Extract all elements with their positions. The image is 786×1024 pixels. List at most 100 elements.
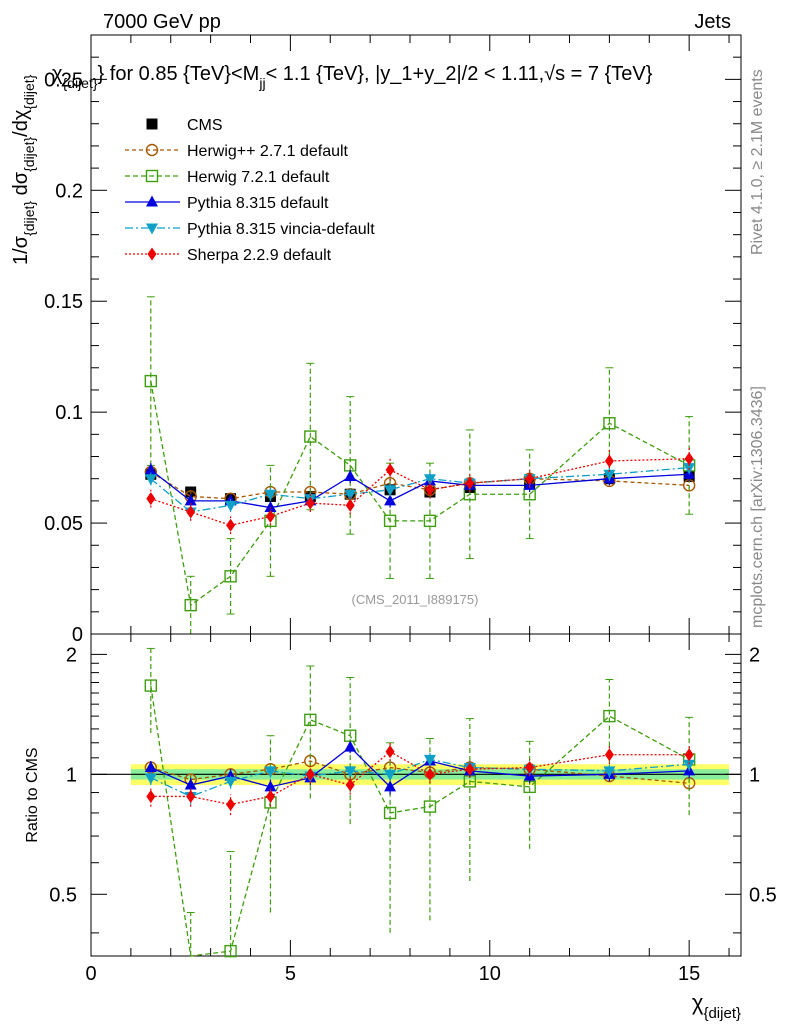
ratio-data-point	[144, 679, 158, 692]
ratio-data-point	[423, 800, 437, 813]
ratio-series-line	[150, 760, 690, 784]
ratio-data-point	[385, 745, 395, 759]
legend-item: Sherpa 2.2.9 default	[125, 247, 332, 264]
ratio-data-point	[383, 806, 397, 820]
legend-label: Pythia 8.315 default	[187, 195, 329, 212]
side-label-mcplots: mcplots.cern.ch [arXiv:1306.3436]	[749, 386, 766, 628]
data-point	[603, 469, 616, 481]
ylabel-part-c: /dχ	[10, 109, 32, 137]
xlabel-symbol: χ	[692, 990, 704, 1015]
ratio-data-point	[683, 759, 696, 771]
ratio-series-layer	[144, 647, 696, 958]
plot-title-symbol: χ	[52, 63, 63, 85]
ratio-axis-ticks: 0.5 0.5 1 1 2 2 0 5 10 15	[49, 634, 777, 985]
data-point	[265, 509, 275, 523]
ratio-y-tick-label-right: 0.5	[749, 884, 777, 906]
main-y-axis-label: 1/σ{dijet} dσ{dijet}/dχ{dijet}	[10, 74, 37, 265]
ratio-y-tick-label-right: 2	[749, 644, 760, 666]
data-point	[684, 452, 694, 466]
data-point	[224, 570, 237, 583]
main-y-tick-label: 0.2	[55, 180, 83, 202]
ratio-data-point	[186, 789, 196, 803]
ratio-plot-frame	[90, 633, 742, 957]
data-point	[186, 505, 196, 519]
legend-marker	[146, 118, 158, 130]
ratio-y-axis-label: Ratio to CMS	[24, 747, 41, 842]
ylabel-sub-3: {dijet}	[21, 74, 37, 109]
series-5	[146, 447, 694, 535]
ratio-data-point	[603, 709, 616, 723]
data-point	[525, 472, 535, 486]
series-line	[150, 380, 690, 607]
data-point	[344, 489, 357, 501]
legend-marker	[147, 247, 157, 261]
ratio-series-line	[150, 758, 690, 798]
legend-label: Herwig++ 2.7.1 default	[187, 143, 349, 160]
ratio-data-point	[305, 767, 315, 781]
series-2	[144, 296, 696, 634]
legend-marker	[145, 169, 159, 183]
ratio-data-point	[465, 762, 475, 776]
x-tick-label: 5	[285, 963, 296, 985]
legend-marker	[146, 223, 158, 235]
data-point	[224, 500, 237, 512]
data-point	[604, 454, 614, 468]
analysis-watermark: (CMS_2011_I889175)	[352, 592, 479, 607]
data-point	[144, 463, 157, 475]
main-y-tick-label: 0	[72, 624, 83, 646]
ylabel-part-a: 1/σ	[10, 235, 32, 265]
data-point	[226, 518, 236, 532]
legend-item: Herwig 7.2.1 default	[125, 169, 330, 186]
ratio-data-point	[264, 780, 277, 792]
data-point	[344, 469, 357, 481]
data-point	[264, 501, 277, 513]
x-tick-label: 15	[678, 963, 700, 985]
legend-label: Pythia 8.315 vincia-default	[187, 221, 375, 238]
series-4	[144, 460, 696, 519]
ratio-y-tick-label: 2	[66, 644, 77, 666]
legend-label: CMS	[187, 117, 223, 134]
data-point	[305, 496, 315, 510]
ratio-data-point	[384, 769, 397, 781]
data-point	[603, 417, 616, 430]
ratio-y-tick-label: 0.5	[49, 884, 77, 906]
data-point	[345, 498, 355, 512]
data-point	[423, 474, 436, 486]
data-point	[423, 514, 437, 528]
ratio-y-tick-label: 1	[66, 764, 77, 786]
legend: CMS Herwig++ 2.7.1 default Herwig 7.2.1 de…	[125, 117, 375, 264]
data-point	[184, 494, 197, 506]
data-point	[144, 374, 158, 388]
ratio-series-line	[150, 685, 690, 957]
plot-title-sub2: jj	[258, 75, 265, 91]
legend-marker	[146, 195, 158, 207]
main-axis-ticks: 0 0.05 0.1 0.15 0.2 0.25	[44, 34, 741, 646]
legend-label: Herwig 7.2.1 default	[187, 169, 330, 186]
header-left: 7000 GeV pp	[103, 11, 221, 33]
legend-item: Pythia 8.315 vincia-default	[125, 221, 375, 238]
header-right: Jets	[694, 11, 731, 33]
ylabel-sub-2: {dijet}	[21, 137, 37, 172]
data-point	[385, 463, 395, 477]
plot-title-mid: } for 0.85 {TeV}<M	[98, 63, 260, 85]
data-point	[384, 485, 397, 497]
ratio-data-point	[184, 778, 197, 790]
ratio-data-point	[265, 789, 275, 803]
ratio-data-point	[226, 798, 236, 812]
ylabel-part-b: dσ	[10, 171, 32, 201]
ratio-data-point	[525, 761, 535, 775]
series-line	[150, 469, 690, 509]
x-tick-label: 10	[479, 963, 501, 985]
ratio-series-line	[150, 750, 690, 806]
ratio-data-point	[604, 748, 614, 762]
x-tick-label: 0	[85, 963, 96, 985]
main-y-tick-label: 0.1	[55, 402, 83, 424]
plot-title: χ{dijet}} for 0.85 {TeV}<Mjj< 1.1 {TeV},…	[52, 63, 653, 91]
legend-item: CMS	[146, 117, 223, 134]
ratio-data-point	[224, 776, 237, 788]
plot-title-rest: < 1.1 {TeV}, |y_1+y_2|/2 < 1.11,√s = 7 {…	[266, 63, 653, 85]
ratio-data-point	[144, 773, 157, 785]
data-point	[383, 514, 397, 528]
main-y-tick-label: 0.25	[44, 69, 83, 91]
